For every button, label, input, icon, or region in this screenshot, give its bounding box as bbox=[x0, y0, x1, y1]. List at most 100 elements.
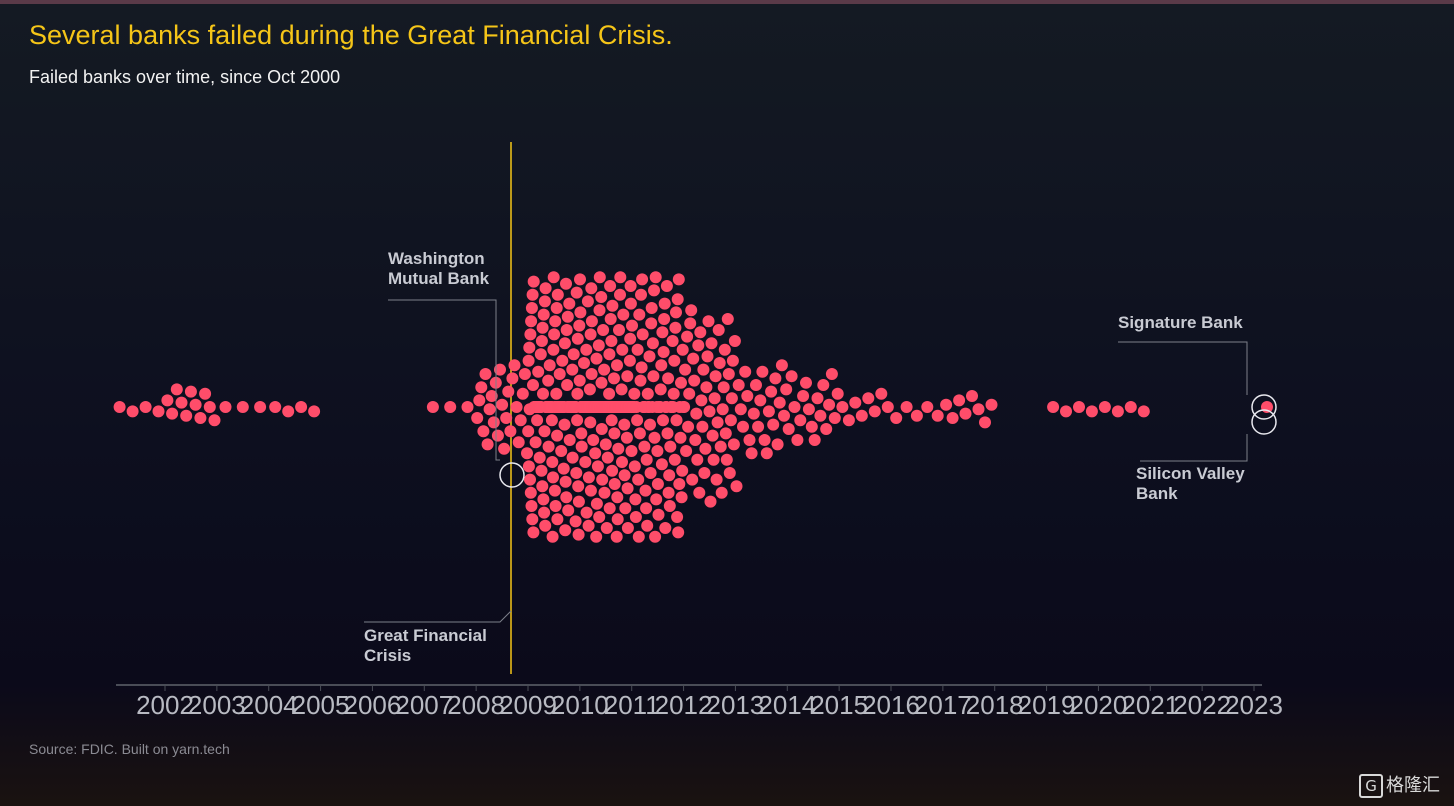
bank-failure-dot bbox=[618, 469, 631, 482]
bank-failure-dot bbox=[671, 511, 684, 523]
bank-failure-dot bbox=[139, 401, 152, 413]
bank-failure-dot bbox=[641, 387, 654, 400]
bank-failure-dot bbox=[536, 480, 549, 493]
bank-failure-dot bbox=[533, 451, 546, 464]
bank-failure-dot bbox=[791, 434, 804, 446]
bank-failure-dot bbox=[542, 374, 555, 387]
bank-failure-dot bbox=[532, 365, 545, 378]
annotation-label-line: Bank bbox=[1136, 484, 1178, 503]
bank-failure-dot bbox=[585, 282, 598, 295]
bank-failure-dot bbox=[477, 425, 490, 438]
bank-failure-dot bbox=[603, 348, 616, 361]
bank-failure-dot bbox=[534, 348, 547, 361]
bank-failure-dot bbox=[614, 271, 627, 284]
annotation-leader bbox=[388, 299, 500, 461]
bank-failure-dot bbox=[567, 348, 580, 361]
bank-failure-dot bbox=[548, 484, 561, 497]
bank-failure-dot bbox=[572, 495, 585, 508]
bank-failure-dot bbox=[606, 299, 619, 312]
x-tick-label: 2011 bbox=[604, 690, 660, 720]
bank-failure-dot bbox=[739, 365, 752, 378]
bank-failure-dot bbox=[672, 273, 685, 286]
bank-failure-dot bbox=[525, 302, 538, 314]
bank-failure-dot bbox=[524, 486, 537, 499]
bank-failure-dot bbox=[526, 288, 539, 301]
bank-failure-dot bbox=[745, 447, 758, 460]
bank-failure-dot bbox=[713, 357, 726, 369]
bank-failure-dot bbox=[461, 401, 474, 413]
bank-failure-dot bbox=[659, 522, 672, 534]
bank-failure-dot bbox=[584, 328, 597, 341]
bank-failure-dot bbox=[537, 308, 550, 321]
bank-failure-dot bbox=[514, 414, 527, 427]
bank-failure-dot bbox=[675, 376, 687, 389]
bank-failure-dot bbox=[538, 295, 551, 308]
bank-failure-dot bbox=[426, 401, 439, 413]
bank-failure-dot bbox=[623, 354, 636, 367]
bank-failure-dot bbox=[538, 506, 551, 519]
bank-failure-dot bbox=[236, 401, 249, 413]
bank-failure-dot bbox=[502, 385, 515, 398]
bank-failure-dot bbox=[608, 372, 620, 385]
bank-failure-dot bbox=[635, 288, 647, 301]
bank-failure-dot bbox=[559, 524, 572, 537]
bank-failure-dot bbox=[481, 438, 494, 451]
annotation-label-line: Crisis bbox=[364, 646, 411, 665]
bank-failure-dot bbox=[595, 423, 608, 435]
bank-failure-dot bbox=[550, 387, 563, 400]
bank-failure-dot bbox=[612, 442, 625, 455]
bank-failure-dot bbox=[842, 414, 855, 427]
bank-failure-dot bbox=[555, 445, 568, 457]
bank-failure-dot bbox=[657, 346, 670, 358]
bank-failure-dot bbox=[166, 407, 179, 420]
bank-failure-dot bbox=[563, 434, 576, 446]
bank-failure-dot bbox=[575, 427, 588, 440]
bank-failure-dot bbox=[535, 464, 548, 477]
bank-failure-dot bbox=[668, 354, 681, 367]
bank-failure-dot bbox=[632, 530, 645, 543]
bank-failure-dot bbox=[597, 324, 610, 336]
bank-failure-dot bbox=[522, 354, 535, 367]
bank-failure-dot bbox=[946, 412, 959, 424]
bank-failure-dot bbox=[574, 306, 587, 319]
bank-failure-dot bbox=[752, 420, 765, 433]
bank-failure-dot bbox=[814, 409, 827, 422]
bank-failure-dot bbox=[836, 401, 849, 413]
bank-failure-dot bbox=[655, 359, 668, 372]
bank-failure-dot bbox=[543, 359, 556, 372]
bank-failure-dot bbox=[584, 416, 597, 429]
bank-failure-dot bbox=[681, 330, 694, 343]
bank-failure-dot bbox=[808, 434, 821, 446]
bank-failure-dot bbox=[769, 372, 782, 385]
annotation-label-line: Mutual Bank bbox=[388, 269, 490, 288]
bank-failure-dot bbox=[649, 530, 662, 543]
bank-failure-dot bbox=[817, 379, 830, 391]
bank-failure-dot bbox=[562, 504, 575, 517]
bank-failure-dot bbox=[580, 506, 593, 519]
bank-failure-dot bbox=[685, 304, 698, 317]
bank-failure-dot bbox=[758, 434, 771, 446]
bank-failure-dot bbox=[802, 403, 815, 416]
bank-failure-dot bbox=[584, 484, 597, 497]
bank-failure-dot bbox=[662, 372, 675, 385]
x-tick-label: 2004 bbox=[240, 690, 298, 720]
bank-failure-dot bbox=[618, 418, 631, 431]
bank-failure-dot bbox=[591, 460, 604, 473]
bank-failure-dot bbox=[605, 414, 618, 427]
bank-failure-dot bbox=[254, 401, 267, 413]
bank-failure-dot bbox=[582, 471, 595, 484]
bank-failure-dot bbox=[170, 383, 183, 396]
bank-failure-dot bbox=[868, 405, 881, 418]
top-accent-bar bbox=[0, 0, 1454, 4]
bank-failure-dot bbox=[828, 412, 841, 424]
bank-failure-dot bbox=[695, 394, 708, 407]
bank-failure-dot bbox=[797, 390, 810, 402]
bank-failure-dot bbox=[525, 500, 538, 512]
bank-failure-dot bbox=[972, 403, 985, 416]
annotation-leader bbox=[1140, 434, 1248, 462]
bank-failure-dot bbox=[578, 357, 590, 369]
annotation-label-line: Washington bbox=[388, 249, 485, 268]
washington-mutual-highlight bbox=[499, 462, 525, 488]
x-tick-label: 2012 bbox=[655, 690, 713, 720]
